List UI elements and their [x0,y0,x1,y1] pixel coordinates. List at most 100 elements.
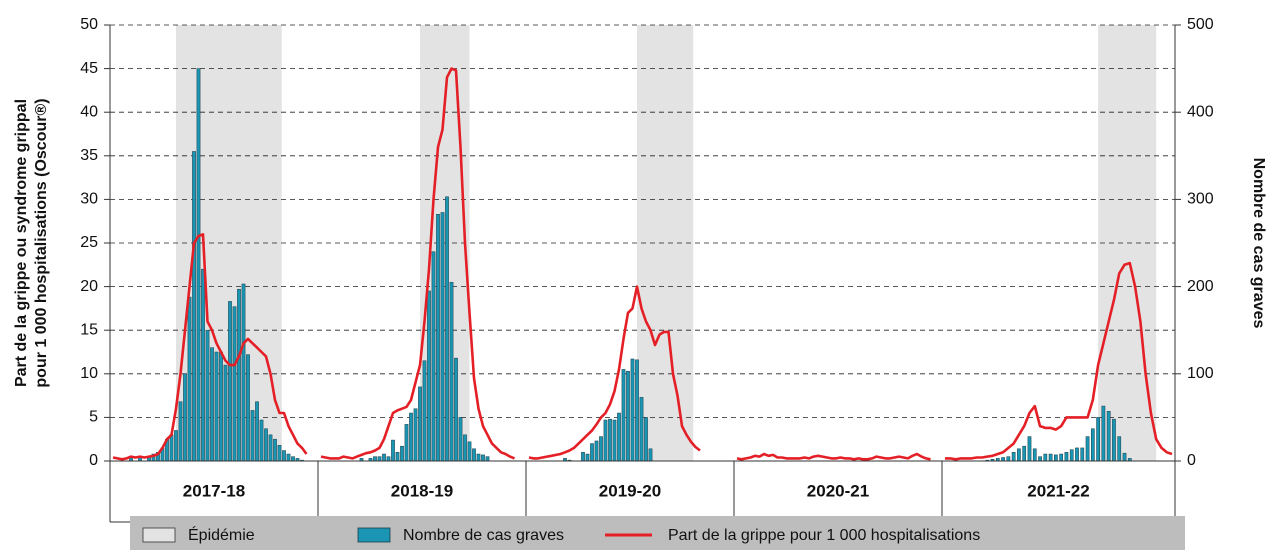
bar [219,351,223,462]
axis-layer: 0510152025303540455001002003004005002017… [80,16,1214,523]
bar [458,417,463,462]
bar [178,401,183,462]
bar [1106,411,1111,462]
x-category-label: 2018-19 [391,481,453,500]
x-category-label: 2019-20 [599,481,661,500]
bar [250,410,255,462]
y-tick-label: 35 [80,147,98,164]
y-tick-label: 20 [80,278,98,295]
bar [1064,452,1069,462]
y-tick-label: 40 [80,103,98,120]
epidemic-layer [176,25,1157,461]
y2-axis-title: Nombre de cas graves [1250,158,1267,329]
bar [1112,418,1116,462]
bar [422,360,427,462]
legend-label: Part de la grippe pour 1 000 hospitalisa… [668,527,980,544]
bar [1122,452,1127,462]
y2-tick-label: 100 [1187,365,1214,382]
bar [1101,405,1106,462]
bar [1001,457,1005,462]
bar [264,428,268,462]
bar [1048,453,1053,462]
bar [599,436,603,462]
line [320,67,515,460]
bar [210,347,214,462]
bar [427,290,431,462]
y-tick-label: 25 [80,234,98,251]
bar [1069,449,1074,462]
bar [1054,454,1058,462]
bar [409,412,413,462]
y-tick-label: 15 [80,321,98,338]
bar [1032,448,1037,462]
line [945,261,1173,461]
bar [228,301,232,462]
bar [603,419,608,462]
y-tick-label: 10 [80,365,98,382]
bar [286,453,291,462]
bar [612,419,617,462]
bar [282,450,286,462]
bar [232,306,237,462]
bar [187,296,192,462]
legend: Épidémie Nombre de cas graves Part de la g… [142,525,980,544]
bar [241,283,246,462]
bar [259,419,264,462]
legend-swatch [142,527,176,543]
bar [1011,452,1016,462]
bar [196,68,201,462]
bar [169,434,174,462]
bar [377,456,382,462]
bar [386,456,391,462]
x-category-label: 2020-21 [807,481,869,500]
bar [268,434,273,462]
x-category-label: 2017-18 [183,481,245,500]
bar [205,329,210,462]
bar [467,441,472,462]
y-tick-label: 45 [80,60,98,77]
bar [635,359,639,462]
bar [237,288,241,462]
bar [1038,456,1042,462]
epidemic-period [637,25,694,461]
bar [291,456,295,462]
bar [1043,453,1048,462]
bar [277,445,282,462]
line [736,452,931,461]
bar [395,452,400,462]
bar [594,440,599,462]
legend-label: Épidémie [188,525,255,544]
bar [639,397,644,462]
bar [1017,448,1021,462]
bar [476,453,481,462]
y2-tick-label: 400 [1187,103,1214,120]
bar [404,424,409,462]
bar [1090,428,1095,462]
bar [373,456,377,462]
bar [1085,436,1090,462]
bar [581,452,585,462]
bar [449,281,454,462]
y2-tick-label: 300 [1187,191,1214,208]
bar [485,456,490,462]
bar [436,213,440,462]
y-tick-label: 50 [80,16,98,33]
y2-tick-label: 0 [1187,452,1196,469]
bar [418,386,422,462]
bar [201,268,205,462]
bar [454,357,458,462]
bar [223,364,228,462]
bar [382,453,386,462]
bar [1059,453,1064,462]
bar [590,443,594,462]
bar [472,448,476,462]
bar [255,401,259,462]
bar [463,434,467,462]
y2-tick-label: 200 [1187,278,1214,295]
bar [391,439,395,462]
bar [400,445,404,462]
bar [1022,445,1027,462]
y2-tick-label: 500 [1187,16,1214,33]
bar [1027,436,1032,462]
line [112,233,308,461]
